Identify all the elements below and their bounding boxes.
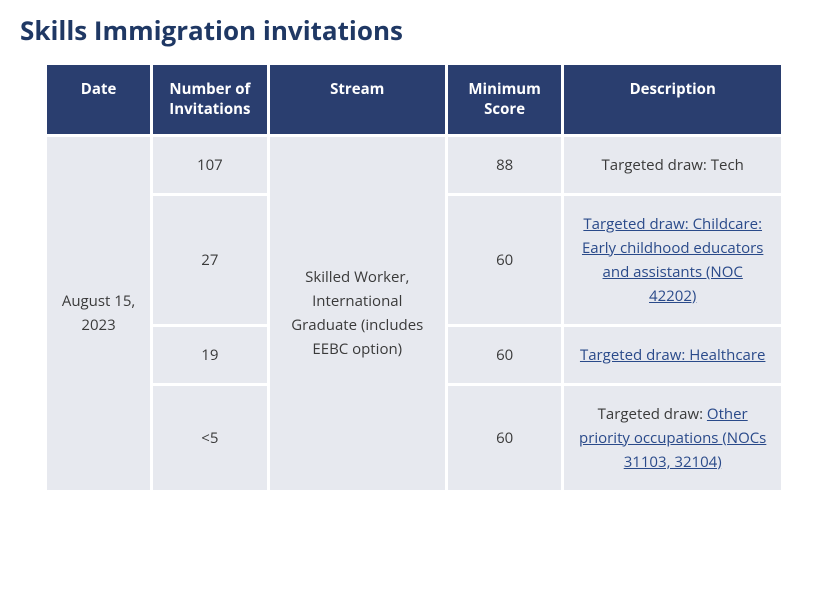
cell-num: <5 bbox=[153, 386, 266, 490]
col-header-stream: Stream bbox=[270, 65, 445, 134]
cell-score: 60 bbox=[448, 386, 561, 490]
cell-num: 19 bbox=[153, 327, 266, 383]
col-header-num: Number of Invitations bbox=[153, 65, 266, 134]
desc-link[interactable]: Targeted draw: Healthcare bbox=[580, 345, 765, 365]
page-title: Skills Immigration invitations bbox=[20, 12, 804, 48]
col-header-date: Date bbox=[47, 65, 150, 134]
desc-text: Targeted draw: Tech bbox=[602, 155, 744, 175]
cell-score: 60 bbox=[448, 327, 561, 383]
cell-desc: Targeted draw: Healthcare bbox=[564, 327, 781, 383]
cell-desc: Targeted draw: Childcare: Early childhoo… bbox=[564, 196, 781, 324]
cell-desc: Targeted draw: Other priority occupation… bbox=[564, 386, 781, 490]
cell-desc: Targeted draw: Tech bbox=[564, 137, 781, 193]
cell-num: 107 bbox=[153, 137, 266, 193]
cell-num: 27 bbox=[153, 196, 266, 324]
cell-score: 60 bbox=[448, 196, 561, 324]
cell-stream: Skilled Worker, International Graduate (… bbox=[270, 137, 445, 490]
cell-date: August 15, 2023 bbox=[47, 137, 150, 490]
table-row: August 15, 2023 107 Skilled Worker, Inte… bbox=[47, 137, 781, 193]
invitations-table: Date Number of Invitations Stream Minimu… bbox=[44, 62, 784, 493]
table-header-row: Date Number of Invitations Stream Minimu… bbox=[47, 65, 781, 134]
desc-text: Targeted draw: bbox=[598, 404, 707, 424]
col-header-score: Minimum Score bbox=[448, 65, 561, 134]
desc-link[interactable]: Targeted draw: Childcare: Early childhoo… bbox=[582, 214, 763, 306]
cell-score: 88 bbox=[448, 137, 561, 193]
col-header-desc: Description bbox=[564, 65, 781, 134]
